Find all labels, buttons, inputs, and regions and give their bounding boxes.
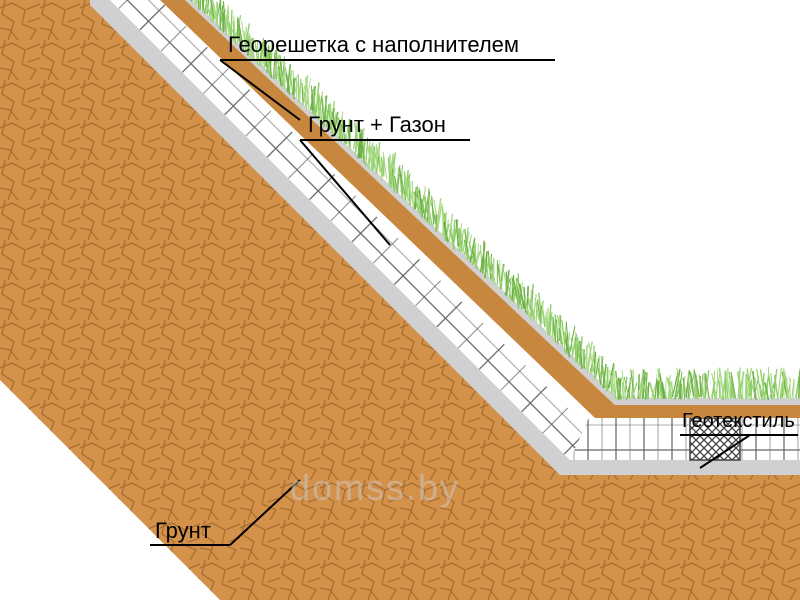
- label-soil-lawn: Грунт + Газон: [308, 112, 446, 137]
- label-geotextile: Геотекстиль: [682, 410, 795, 432]
- label-soil: Грунт: [155, 518, 211, 543]
- label-geogrid: Георешетка с наполнителем: [228, 32, 519, 57]
- slope-reinforcement-diagram: Георешетка с наполнителем Грунт + Газон …: [0, 0, 800, 600]
- watermark: domss.by: [290, 467, 460, 508]
